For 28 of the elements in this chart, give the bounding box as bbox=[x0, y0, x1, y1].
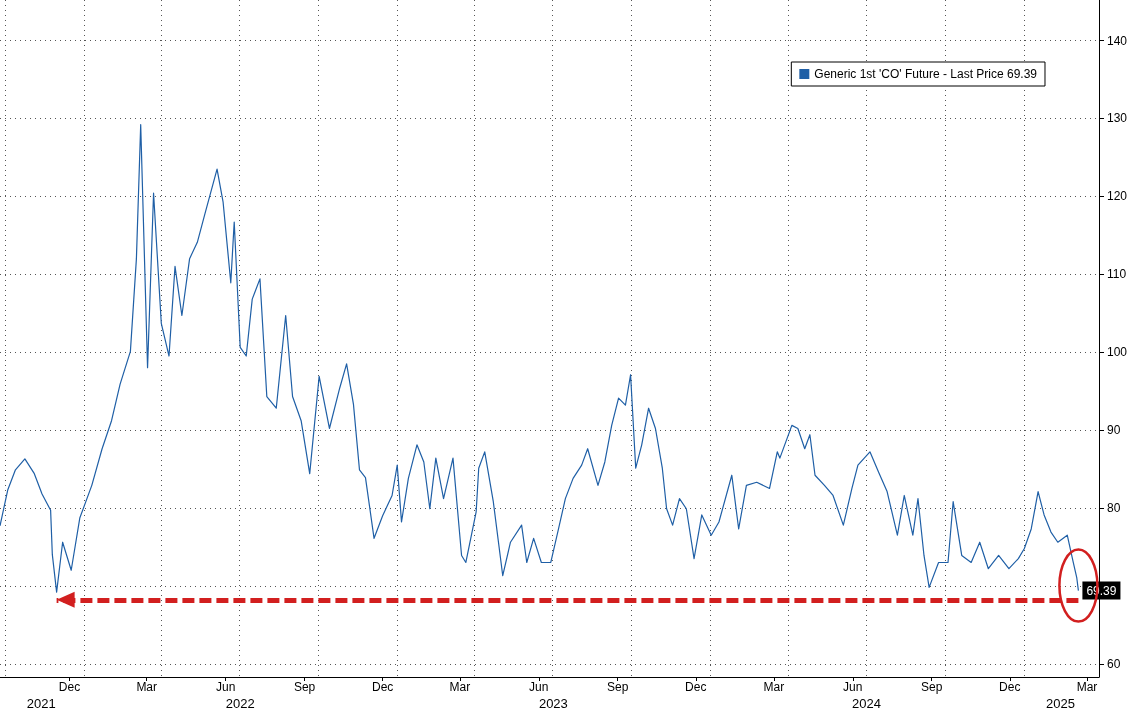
x-tick-label: Dec bbox=[685, 680, 707, 694]
x2-tick-label: 2021 bbox=[26, 696, 56, 710]
y-tick-label: 120 bbox=[1107, 189, 1128, 204]
x-tick-label: Mar bbox=[763, 680, 785, 694]
x-tick-label: Jun bbox=[843, 680, 863, 694]
x-tick-label: Mar bbox=[1076, 680, 1098, 694]
x2-tick-label: 2022 bbox=[225, 696, 255, 710]
y-tick-label: 100 bbox=[1107, 345, 1128, 360]
x-tick-label: Sep bbox=[921, 680, 943, 694]
x-tick-label: Sep bbox=[293, 680, 316, 694]
y-tick-label: 130 bbox=[1107, 111, 1128, 126]
x-tick-label: Dec bbox=[371, 680, 394, 694]
legend-label: Generic 1st 'CO' Future - Last Price 69.39 bbox=[814, 67, 1038, 81]
x-tick-label: Dec bbox=[999, 680, 1021, 694]
y-tick-label: 60 bbox=[1107, 656, 1121, 671]
x-tick-label: Mar bbox=[136, 680, 158, 694]
y-tick-label: 140 bbox=[1107, 33, 1128, 48]
x-tick-label: Jun bbox=[529, 680, 549, 694]
x2-tick-label: 2024 bbox=[852, 696, 881, 710]
x-tick-label: Jun bbox=[215, 680, 236, 694]
y-tick-label: 80 bbox=[1107, 500, 1121, 515]
x2-tick-label: 2025 bbox=[1045, 696, 1075, 710]
x-tick-label: Sep bbox=[607, 680, 629, 694]
x-tick-label: Mar bbox=[449, 680, 471, 694]
x2-tick-label: 2023 bbox=[538, 696, 568, 710]
y-tick-label: 110 bbox=[1107, 267, 1127, 282]
x-tick-label: Dec bbox=[58, 680, 81, 694]
y-tick-label: 90 bbox=[1107, 423, 1121, 438]
